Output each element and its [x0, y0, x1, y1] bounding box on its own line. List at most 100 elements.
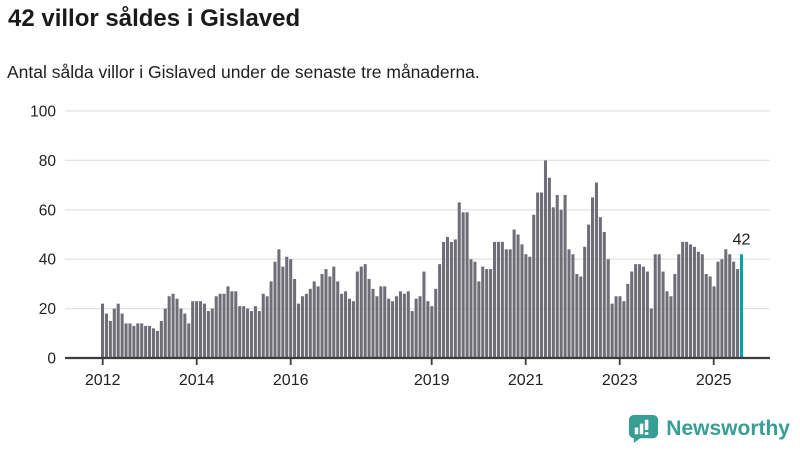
bar: [732, 261, 736, 358]
bar: [473, 261, 477, 358]
bar: [199, 301, 203, 358]
bar: [579, 276, 583, 358]
bar: [469, 259, 473, 358]
bar: [128, 323, 132, 358]
bar: [422, 271, 426, 358]
bar: [297, 303, 301, 358]
bar: [598, 217, 602, 358]
bar: [375, 296, 379, 358]
x-axis-label: 2021: [508, 372, 544, 389]
bar: [383, 286, 387, 358]
bar: [563, 194, 567, 358]
bar: [230, 291, 234, 358]
bar: [453, 239, 457, 358]
bar: [238, 306, 242, 358]
bar: [340, 293, 344, 358]
bar: [304, 293, 308, 358]
bar: [712, 286, 716, 358]
bar: [630, 271, 634, 358]
bar: [736, 269, 740, 358]
bar: [430, 306, 434, 358]
bar: [347, 298, 352, 358]
bar: [265, 296, 269, 358]
bar: [324, 269, 328, 358]
bar: [144, 325, 148, 358]
bar: [512, 229, 516, 358]
bar: [167, 296, 171, 358]
bar: [120, 313, 124, 358]
bar: [524, 254, 528, 358]
bar: [665, 291, 669, 358]
bar: [222, 293, 226, 358]
bar: [355, 271, 359, 358]
bar-chart: 0 20 40 60 80 100 42 2012 2014 2016 2019 2021 2023 20…: [30, 104, 770, 389]
value-annotation: 42: [733, 231, 751, 248]
bar: [493, 241, 497, 358]
bar: [344, 291, 348, 358]
bar: [108, 320, 112, 358]
bar: [336, 281, 340, 358]
bar: [457, 202, 461, 358]
bar: [387, 298, 391, 358]
bar: [218, 293, 222, 358]
y-axis-label: 0: [47, 351, 56, 368]
bar: [395, 296, 399, 358]
bar: [320, 274, 324, 358]
bar: [426, 301, 430, 358]
bar: [214, 296, 218, 358]
bar: [442, 241, 446, 358]
bar: [692, 246, 696, 358]
bar: [602, 232, 606, 358]
bar: [528, 256, 532, 358]
bar: [187, 323, 191, 358]
bar: [398, 291, 402, 358]
newsworthy-bubble-icon: [629, 414, 659, 444]
bar: [277, 249, 281, 358]
bar: [708, 276, 712, 358]
bar: [418, 296, 422, 358]
bar: [104, 313, 108, 358]
bar: [124, 323, 128, 358]
bar: [587, 224, 591, 358]
y-axis-label: 40: [39, 252, 57, 269]
bar: [567, 249, 571, 358]
bar: [210, 308, 214, 358]
bar: [308, 288, 312, 358]
bar: [614, 296, 618, 358]
bar: [500, 241, 504, 358]
bar: [371, 288, 375, 358]
bar: [583, 246, 587, 358]
bar: [634, 264, 638, 358]
bar: [594, 182, 598, 358]
bar: [696, 251, 700, 358]
bar: [242, 306, 246, 358]
bar: [293, 278, 297, 358]
bar: [316, 286, 320, 358]
bar: [489, 269, 493, 358]
bar: [391, 301, 395, 358]
bar: [195, 301, 199, 358]
bar: [132, 325, 136, 358]
bar: [724, 249, 728, 358]
bar: [257, 311, 261, 358]
bar: [438, 264, 442, 358]
bar: [485, 269, 489, 358]
bar: [202, 303, 206, 358]
newsworthy-logo[interactable]: Newsworthy: [628, 414, 790, 444]
bar: [155, 330, 159, 358]
bar: [520, 244, 524, 358]
bar: [269, 281, 273, 358]
highlight-bar: [739, 254, 744, 358]
bar: [575, 274, 579, 358]
bar: [461, 212, 465, 358]
bar: [281, 266, 285, 358]
bar: [516, 234, 520, 358]
bar: [606, 259, 610, 358]
bar: [434, 288, 438, 358]
bar: [359, 266, 363, 358]
bar: [622, 301, 626, 358]
bar: [657, 254, 661, 358]
bar: [496, 241, 500, 358]
bar: [406, 291, 410, 358]
y-axis-label: 60: [39, 202, 57, 219]
